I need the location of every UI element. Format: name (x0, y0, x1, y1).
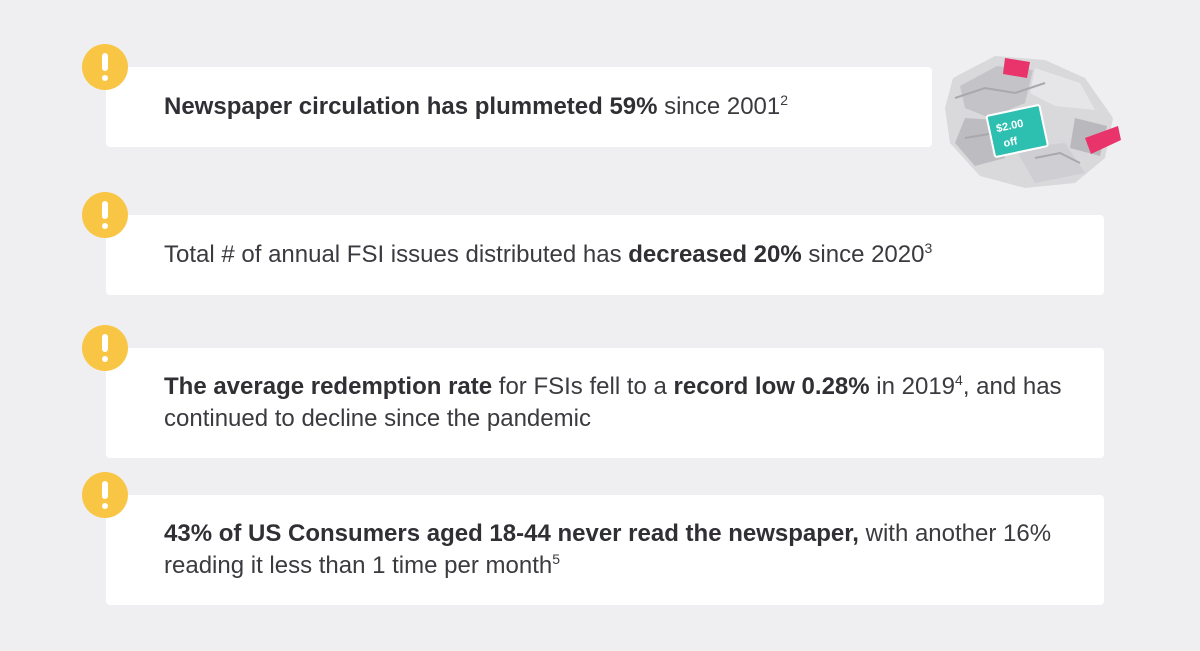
stat-bold: 43% of US Consumers aged 18-44 never rea… (164, 520, 859, 547)
alert-icon (82, 472, 128, 518)
footnote-ref: 3 (924, 240, 933, 256)
stat-card-fsi-issues: Total # of annual FSI issues distributed… (106, 215, 1104, 295)
stat-plain: since 2020 (801, 241, 925, 268)
stat-bold: The average redemption rate (164, 373, 493, 400)
stat-card-readership: 43% of US Consumers aged 18-44 never rea… (106, 495, 1104, 605)
footnote-ref: 4 (955, 372, 963, 388)
stat-text: The average redemption rate for FSIs fel… (164, 371, 1104, 435)
alert-icon (82, 192, 128, 238)
footnote-ref: 2 (780, 92, 789, 108)
stat-card-circulation: Newspaper circulation has plummeted 59% … (106, 67, 932, 147)
stat-bold: record low 0.28% (673, 373, 870, 400)
stat-plain: in 2019 (869, 373, 956, 400)
stat-text: Total # of annual FSI issues distributed… (164, 239, 932, 271)
stat-plain: with another 16% reading it less than 1 … (164, 520, 1052, 579)
stat-text: 43% of US Consumers aged 18-44 never rea… (164, 518, 1104, 582)
coupon-amount: $2.00 (995, 118, 1024, 135)
stat-text: Newspaper circulation has plummeted 59% … (164, 91, 788, 123)
stat-card-redemption-rate: The average redemption rate for FSIs fel… (106, 348, 1104, 458)
coupon-off-label: off (1002, 135, 1019, 150)
stat-bold: Newspaper circulation has plummeted 59% (164, 93, 658, 120)
crumpled-newspaper-icon: $2.00 off (945, 56, 1121, 188)
stat-plain: Total # of annual FSI issues distributed… (164, 241, 629, 268)
stat-bold: decreased 20% (628, 241, 802, 268)
stat-plain: since 2001 (657, 93, 781, 120)
alert-icon (82, 44, 128, 90)
alert-icon (82, 325, 128, 371)
footnote-ref: 5 (552, 551, 561, 567)
stat-plain: , and has continued to decline since the… (164, 373, 1062, 432)
stat-plain: for FSIs fell to a (492, 373, 674, 400)
